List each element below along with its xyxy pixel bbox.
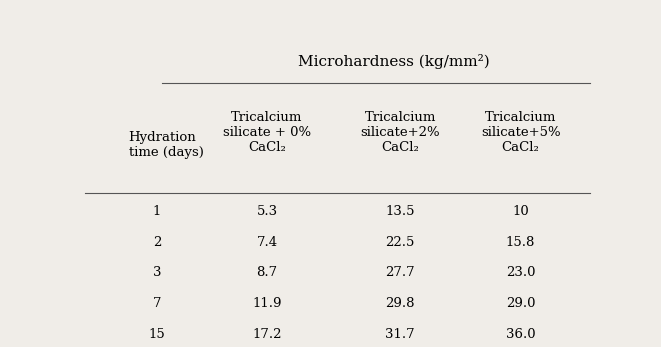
Text: 1: 1 [153,205,161,218]
Text: 11.9: 11.9 [253,297,282,310]
Text: Tricalcium
silicate+2%
CaCl₂: Tricalcium silicate+2% CaCl₂ [360,111,440,154]
Text: 3: 3 [153,266,161,279]
Text: 29.0: 29.0 [506,297,535,310]
Text: Hydration
time (days): Hydration time (days) [129,130,204,159]
Text: 7: 7 [153,297,161,310]
Text: 13.5: 13.5 [385,205,415,218]
Text: 23.0: 23.0 [506,266,535,279]
Text: 2: 2 [153,236,161,248]
Text: 5.3: 5.3 [256,205,278,218]
Text: 22.5: 22.5 [385,236,415,248]
Text: 31.7: 31.7 [385,328,415,341]
Text: 27.7: 27.7 [385,266,415,279]
Text: Tricalcium
silicate+5%
CaCl₂: Tricalcium silicate+5% CaCl₂ [481,111,561,154]
Text: Tricalcium
silicate + 0%
CaCl₂: Tricalcium silicate + 0% CaCl₂ [223,111,311,154]
Text: 7.4: 7.4 [256,236,278,248]
Text: 17.2: 17.2 [253,328,282,341]
Text: 10: 10 [512,205,529,218]
Text: 8.7: 8.7 [256,266,278,279]
Text: 36.0: 36.0 [506,328,535,341]
Text: 15: 15 [149,328,165,341]
Text: 15.8: 15.8 [506,236,535,248]
Text: 29.8: 29.8 [385,297,415,310]
Text: Microhardness (kg/mm²): Microhardness (kg/mm²) [298,54,490,69]
